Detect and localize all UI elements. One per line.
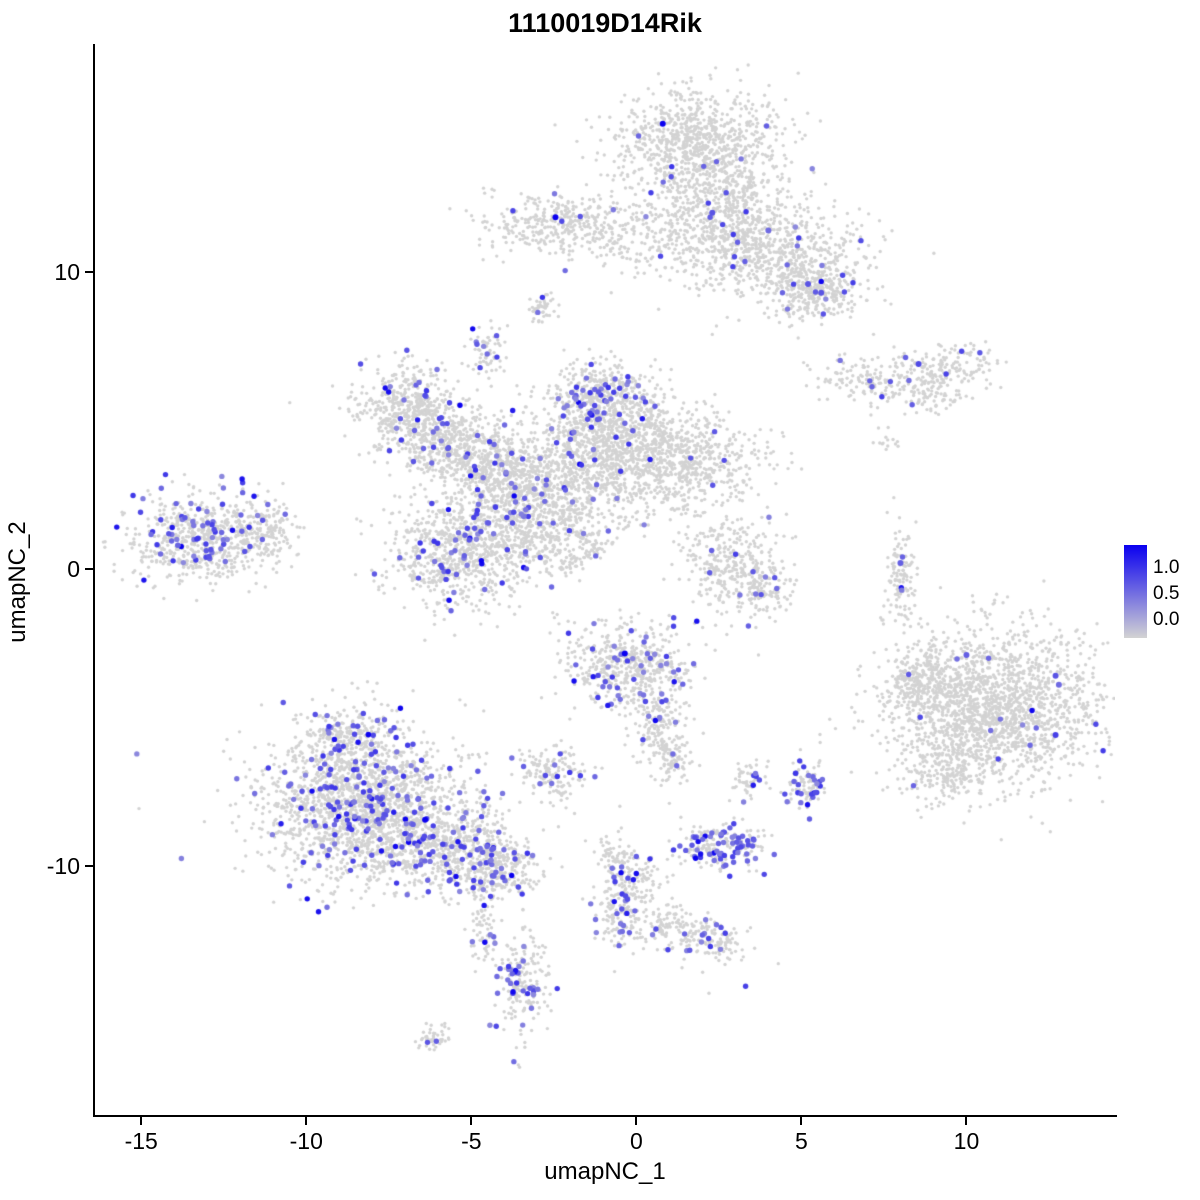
y-tick-label: 10 — [54, 259, 80, 286]
y-axis-line — [93, 44, 95, 1117]
x-axis-line — [93, 1115, 1117, 1117]
y-tick-mark — [85, 567, 93, 570]
legend-label: 0.5 — [1153, 583, 1180, 604]
y-tick-label: -10 — [46, 852, 80, 879]
x-tick-mark — [140, 1117, 143, 1125]
y-tick-mark — [85, 864, 93, 867]
x-tick-label: 10 — [953, 1128, 980, 1154]
y-axis-title: umapNC_2 — [4, 521, 31, 643]
x-tick-label: -10 — [289, 1128, 323, 1154]
legend-label: 1.0 — [1153, 557, 1180, 578]
x-tick-mark — [470, 1117, 473, 1125]
x-tick-label: 0 — [629, 1128, 643, 1154]
legend-labels: 1.0 0.5 0.0 — [1153, 545, 1199, 638]
x-tick-label: 5 — [795, 1128, 808, 1154]
x-tick-mark — [965, 1117, 968, 1125]
y-tick-mark — [85, 271, 93, 274]
umap-scatter-canvas — [95, 45, 1115, 1115]
legend-label: 0.0 — [1153, 609, 1180, 630]
y-tick-label: 0 — [67, 555, 80, 582]
x-tick-mark — [800, 1117, 803, 1125]
x-tick-label: -5 — [461, 1128, 482, 1154]
legend-gradient-bar — [1124, 545, 1147, 638]
x-tick-label: -15 — [124, 1128, 158, 1154]
x-tick-mark — [635, 1117, 638, 1125]
x-axis-title: umapNC_1 — [544, 1158, 666, 1185]
plot-title: 1110019D14Rik — [508, 8, 702, 38]
color-legend: 1.0 0.5 0.0 — [1124, 545, 1200, 640]
x-tick-mark — [305, 1117, 308, 1125]
